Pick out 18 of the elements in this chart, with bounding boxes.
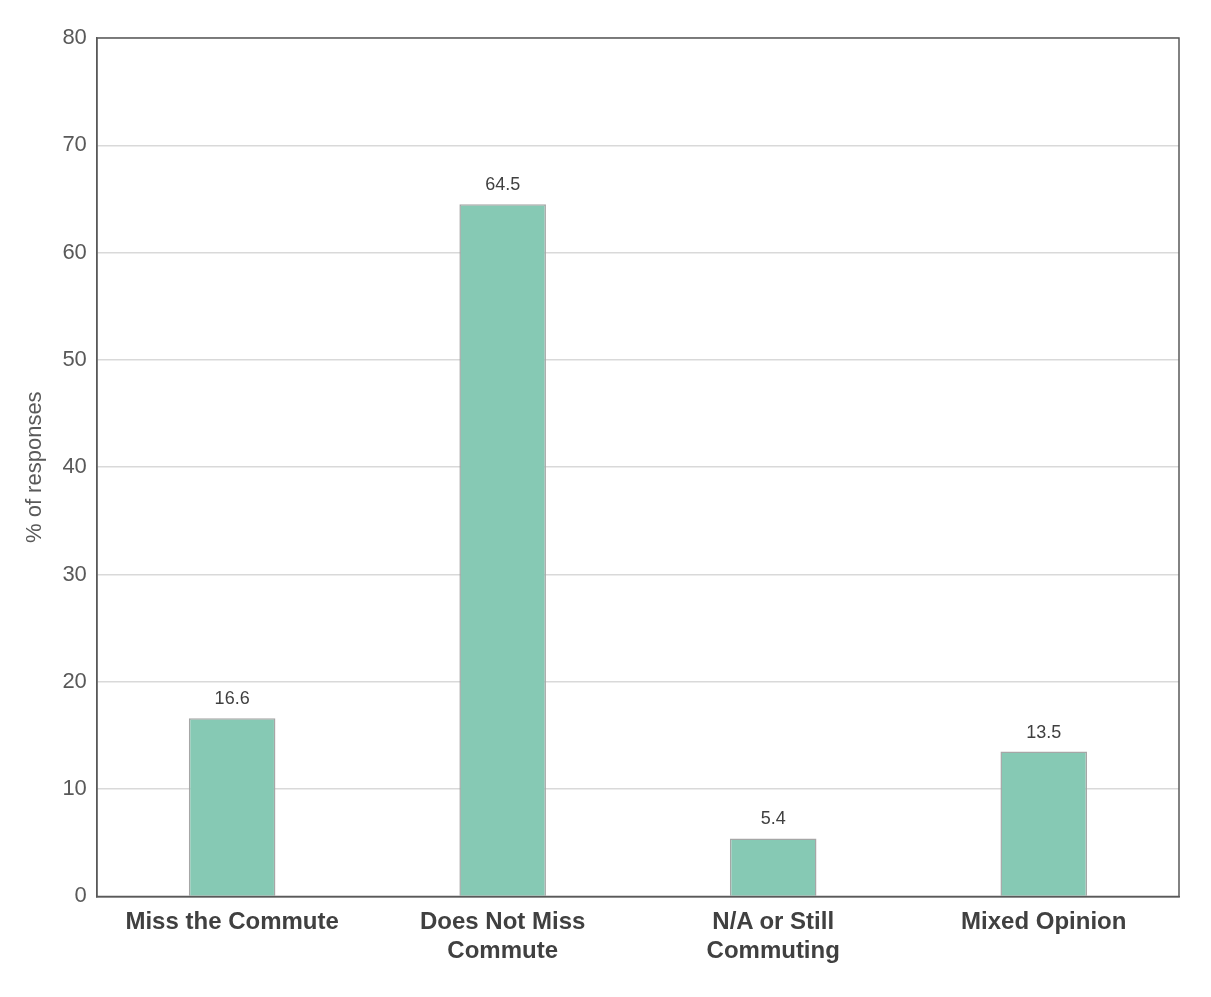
y-tick-label: 30 xyxy=(62,560,87,586)
y-tick-label: 80 xyxy=(62,24,87,50)
x-tick-label: Does Not Miss Commute xyxy=(419,907,586,964)
data-label: 5.4 xyxy=(760,808,786,829)
data-label: 16.6 xyxy=(214,688,250,709)
y-tick-label: 40 xyxy=(62,453,87,479)
x-tick-label: N/A or Still Commuting xyxy=(706,907,840,964)
data-label: 64.5 xyxy=(485,174,521,195)
y-tick-label: 50 xyxy=(62,345,87,371)
x-tick-label: Miss the Commute xyxy=(125,907,339,935)
y-tick-label: 20 xyxy=(62,667,87,693)
y-tick-label: 60 xyxy=(62,238,87,264)
x-tick-label: Mixed Opinion xyxy=(961,907,1127,935)
y-tick-label: 0 xyxy=(74,882,87,908)
data-label: 13.5 xyxy=(1026,721,1062,742)
y-tick-label: 10 xyxy=(62,775,87,801)
y-axis-title: % of responses xyxy=(21,391,47,544)
y-tick-label: 70 xyxy=(62,131,87,157)
